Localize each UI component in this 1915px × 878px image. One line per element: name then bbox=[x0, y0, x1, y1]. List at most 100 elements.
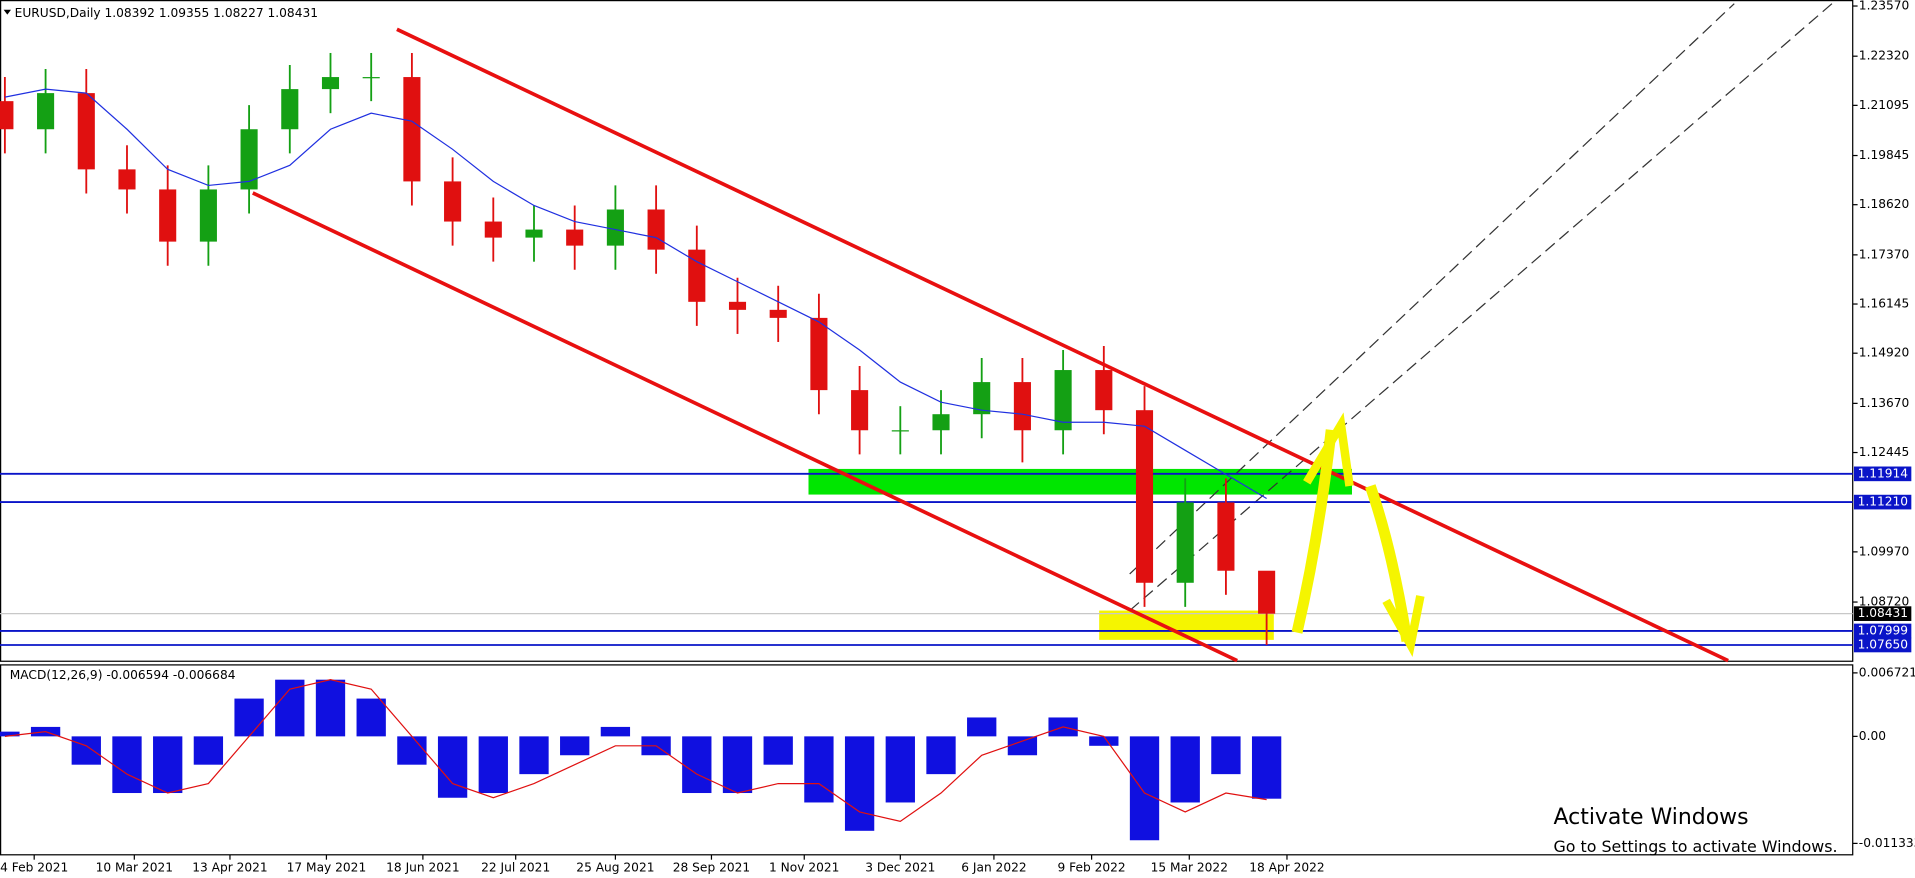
x-tick-label: 4 Feb 2021 bbox=[0, 861, 68, 875]
level-label-box bbox=[1853, 623, 1912, 639]
candle-body bbox=[891, 430, 909, 432]
candle-body bbox=[728, 301, 747, 310]
x-tick-label: 10 Mar 2021 bbox=[96, 861, 173, 875]
candle-body bbox=[199, 189, 217, 242]
macd-bar bbox=[397, 736, 427, 765]
macd-bar bbox=[478, 736, 508, 794]
y-tick-label: 1.19845 bbox=[1859, 148, 1909, 162]
moving-average bbox=[4, 88, 1267, 500]
candle-body bbox=[362, 77, 380, 79]
macd-bar bbox=[560, 736, 590, 756]
y-tick-label: 1.21095 bbox=[1859, 98, 1909, 112]
x-tick-label: 9 Feb 2022 bbox=[1058, 861, 1126, 875]
macd-bar bbox=[926, 736, 956, 775]
macd-bar bbox=[315, 679, 346, 737]
candle-body bbox=[444, 181, 462, 222]
candle-body bbox=[647, 209, 665, 250]
macd-bar bbox=[0, 731, 20, 737]
upper-trend-line bbox=[396, 27, 1729, 663]
current-price-label: 1.08431 bbox=[1858, 606, 1908, 620]
candle-body bbox=[851, 390, 869, 431]
candle-body bbox=[0, 101, 14, 130]
current-price-box bbox=[1853, 606, 1912, 621]
candle-body bbox=[606, 209, 624, 246]
candle-body bbox=[77, 93, 95, 170]
macd-bar bbox=[600, 726, 631, 737]
up-arrow bbox=[1291, 429, 1337, 634]
x-tick-label: 3 Dec 2021 bbox=[865, 861, 935, 875]
macd-title: MACD(12,26,9) -0.006594 -0.006684 bbox=[10, 668, 236, 682]
macd-bar bbox=[437, 736, 468, 798]
candle-body bbox=[769, 309, 787, 318]
price-plot bbox=[0, 52, 1853, 646]
macd-bar bbox=[1007, 736, 1038, 756]
x-tick-label: 1 Nov 2021 bbox=[769, 861, 839, 875]
green-zone bbox=[808, 468, 1352, 495]
x-tick-label: 18 Jun 2021 bbox=[386, 861, 459, 875]
y-tick-label: 1.16145 bbox=[1859, 297, 1909, 311]
x-tick-label: 18 Apr 2022 bbox=[1249, 861, 1324, 875]
macd-bar bbox=[234, 698, 264, 737]
y-tick-label: 1.08720 bbox=[1859, 595, 1909, 609]
candle-body bbox=[1176, 502, 1194, 583]
dashed-channel-line bbox=[1129, 3, 1735, 575]
level-label-box bbox=[1853, 494, 1912, 510]
y-tick-label: 1.12445 bbox=[1859, 445, 1909, 459]
y-tick-label: 1.17370 bbox=[1859, 247, 1909, 261]
y-tick-label: 1.13670 bbox=[1859, 396, 1909, 410]
candle-body bbox=[973, 382, 991, 415]
y-tick-label: 0.00 bbox=[1859, 729, 1886, 743]
candle-body bbox=[1135, 410, 1154, 583]
candle-body bbox=[1013, 382, 1031, 431]
macd-bar bbox=[193, 736, 224, 765]
candle-body bbox=[688, 249, 706, 302]
level-label: 1.07650 bbox=[1858, 637, 1908, 651]
x-tick-label: 25 Aug 2021 bbox=[576, 861, 654, 875]
macd-bar bbox=[1170, 736, 1200, 803]
macd-bar bbox=[722, 736, 753, 794]
macd-panel-frame bbox=[0, 664, 1854, 856]
y-tick-label: 1.14920 bbox=[1859, 346, 1909, 360]
dashed-channel-line bbox=[1129, 3, 1833, 612]
macd-bar bbox=[1251, 736, 1282, 799]
candle-body bbox=[566, 229, 584, 246]
level-label: 1.11210 bbox=[1858, 495, 1908, 509]
macd-bar bbox=[1089, 736, 1119, 746]
down-arrow-head bbox=[1382, 595, 1425, 658]
candle-body bbox=[1054, 370, 1072, 431]
x-tick-label: 15 Mar 2022 bbox=[1151, 861, 1228, 875]
candle-body bbox=[321, 77, 340, 90]
menu-triangle[interactable] bbox=[3, 9, 11, 15]
x-tick-label: 17 May 2021 bbox=[287, 861, 367, 875]
x-tick-label: 28 Sep 2021 bbox=[673, 861, 750, 875]
macd-bar bbox=[763, 736, 793, 765]
level-label-box bbox=[1853, 466, 1912, 482]
lower-trend-line bbox=[252, 191, 1238, 663]
macd-bar bbox=[71, 736, 101, 765]
y-tick-label: 1.22320 bbox=[1859, 49, 1909, 63]
macd-bar bbox=[356, 698, 386, 737]
macd-bar bbox=[844, 736, 875, 831]
macd-bar bbox=[519, 736, 549, 775]
candle-body bbox=[1258, 570, 1276, 614]
macd-bar bbox=[153, 736, 183, 794]
candle-body bbox=[240, 129, 258, 190]
macd-bar bbox=[112, 736, 142, 794]
down-arrow bbox=[1365, 484, 1413, 642]
watermark-title: Activate Windows bbox=[1553, 805, 1748, 830]
candle-body bbox=[525, 229, 543, 238]
candle-body bbox=[1217, 502, 1235, 571]
candle-body bbox=[1095, 370, 1113, 411]
macd-bar bbox=[682, 736, 712, 794]
level-label: 1.11914 bbox=[1858, 466, 1909, 480]
candle-body bbox=[403, 77, 421, 182]
macd-bar bbox=[967, 717, 997, 737]
candle-body bbox=[37, 93, 55, 130]
candle-body bbox=[484, 221, 502, 238]
candle-body bbox=[159, 189, 177, 242]
x-tick-label: 6 Jan 2022 bbox=[961, 861, 1026, 875]
candle-body bbox=[118, 169, 136, 190]
macd-bar bbox=[1211, 736, 1241, 775]
